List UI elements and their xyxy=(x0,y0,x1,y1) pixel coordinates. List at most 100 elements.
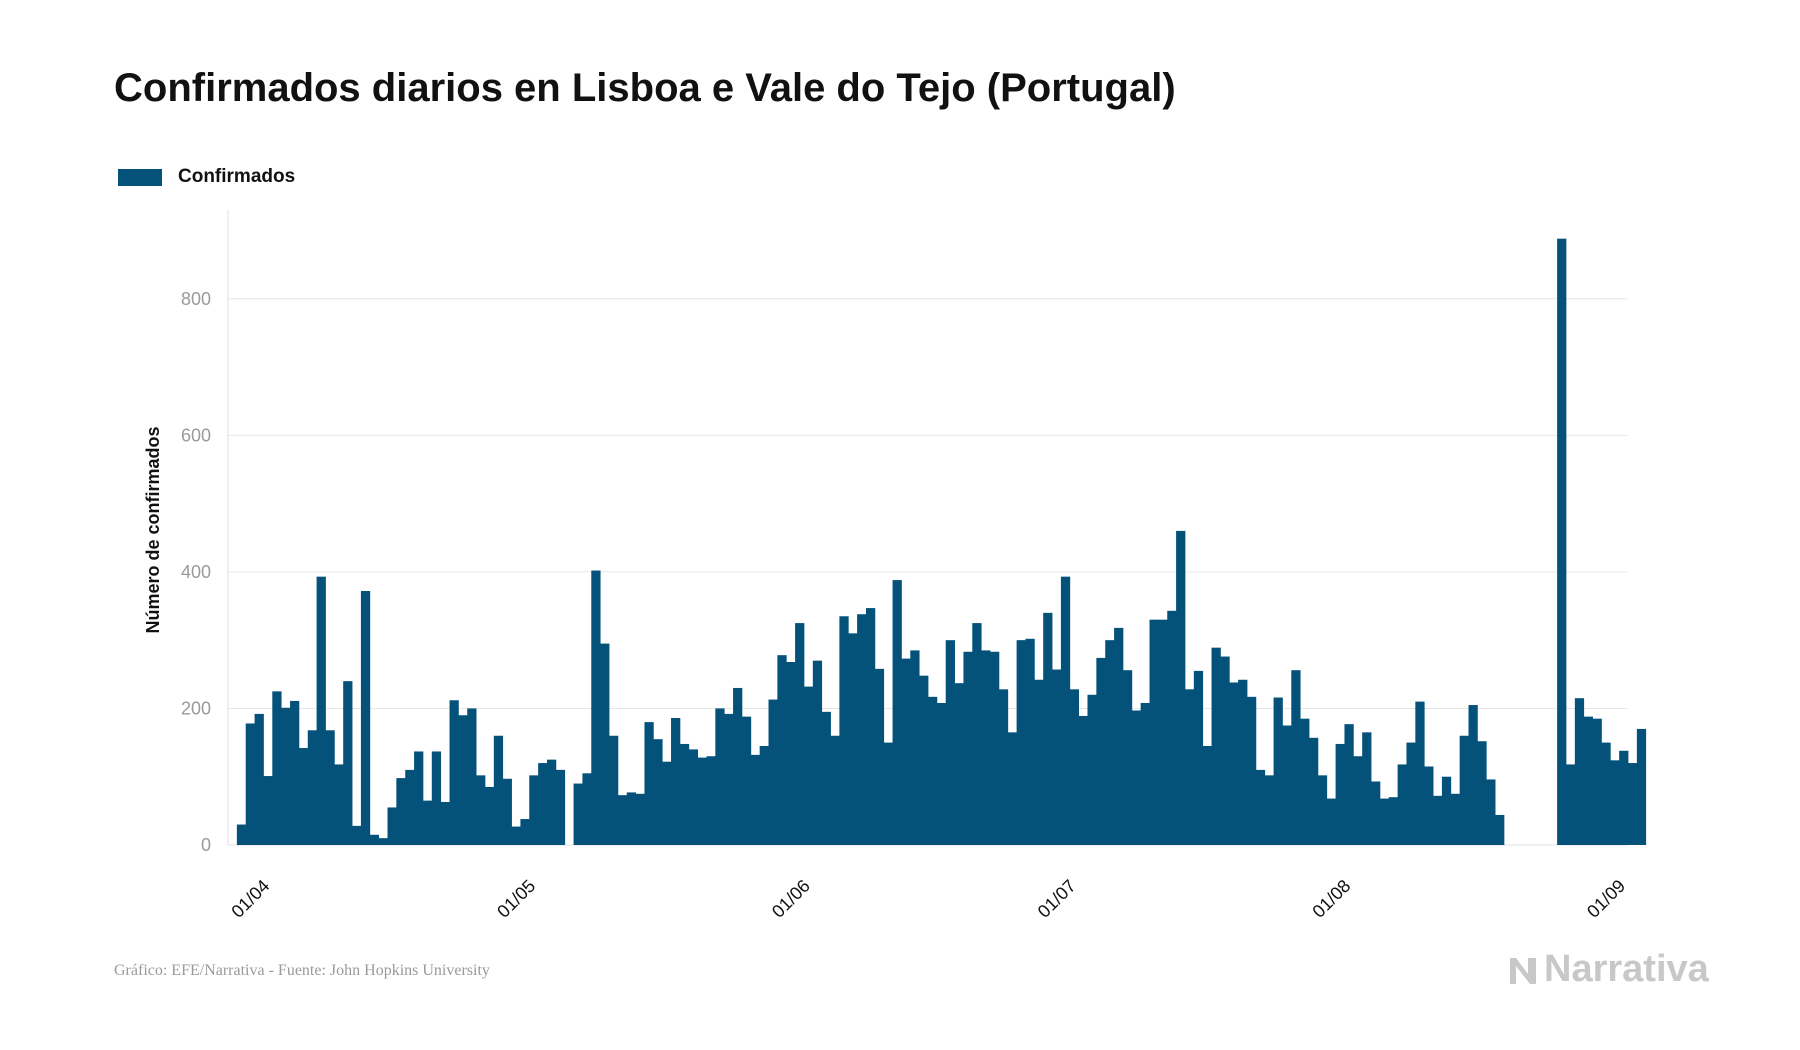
bar xyxy=(1335,743,1345,845)
bar xyxy=(706,756,716,845)
bar xyxy=(1105,640,1115,845)
bar xyxy=(679,743,690,845)
y-axis-title: Número de confirmados xyxy=(143,426,163,633)
bar xyxy=(343,681,353,845)
legend: Confirmados xyxy=(118,166,295,188)
bar xyxy=(405,769,415,845)
bar xyxy=(1495,814,1505,845)
bar xyxy=(360,591,371,845)
bar xyxy=(1149,619,1159,845)
bar xyxy=(573,783,583,845)
bar xyxy=(1043,612,1053,845)
bar xyxy=(1114,627,1124,845)
bar xyxy=(458,715,468,845)
bar xyxy=(546,759,557,845)
bar xyxy=(1397,764,1407,845)
y-axis: 0 200 400 600 800 xyxy=(181,289,211,855)
bar xyxy=(1007,732,1018,845)
brand-name: Narrativa xyxy=(1544,948,1709,990)
bar xyxy=(1264,775,1274,845)
bar xyxy=(1406,742,1416,845)
bar xyxy=(1628,763,1638,845)
bar xyxy=(830,735,840,845)
bar xyxy=(1255,769,1266,845)
bar xyxy=(857,614,867,845)
bar xyxy=(493,735,504,845)
bar xyxy=(1238,679,1248,845)
bar xyxy=(865,608,876,845)
bar xyxy=(910,650,920,845)
bar xyxy=(671,718,681,845)
bar xyxy=(1078,715,1088,845)
bar xyxy=(591,570,601,845)
bar xyxy=(254,713,264,845)
bar xyxy=(529,775,539,845)
bar xyxy=(954,683,964,845)
bar xyxy=(733,687,743,845)
y-tick-label: 400 xyxy=(181,562,211,582)
bar xyxy=(600,643,610,845)
bar xyxy=(1415,701,1425,845)
bar xyxy=(298,748,309,845)
bar xyxy=(378,838,388,845)
bar xyxy=(662,761,672,845)
bar xyxy=(848,633,858,845)
bar xyxy=(883,742,893,845)
bar xyxy=(272,691,282,845)
bar xyxy=(1450,793,1461,845)
bar xyxy=(1477,741,1487,845)
bar xyxy=(1291,670,1301,845)
bar xyxy=(1176,530,1186,845)
legend-swatch xyxy=(118,168,162,186)
bar xyxy=(1122,670,1133,845)
bar xyxy=(1300,718,1310,845)
bars-layer xyxy=(236,238,1647,845)
bar xyxy=(1193,670,1204,845)
bar xyxy=(1158,619,1168,845)
bar xyxy=(467,708,477,845)
bar xyxy=(768,699,778,845)
narrativa-logo: Narrativa xyxy=(1508,948,1709,991)
bar xyxy=(1246,696,1257,845)
bar xyxy=(1273,697,1283,845)
bar xyxy=(609,735,619,845)
bar xyxy=(1184,689,1195,845)
bar xyxy=(316,576,326,845)
bar xyxy=(1468,705,1478,845)
bar xyxy=(1016,640,1026,845)
x-tick-label: 01/07 xyxy=(1034,876,1080,922)
bar xyxy=(1317,775,1328,845)
bar xyxy=(1433,795,1443,845)
bar xyxy=(1388,797,1399,845)
bar xyxy=(936,702,947,845)
bar xyxy=(396,778,406,845)
chart-title: Confirmados diarios en Lisboa e Vale do … xyxy=(114,66,1176,110)
bar xyxy=(1309,737,1319,845)
legend-label-confirmados: Confirmados xyxy=(178,166,296,187)
bar xyxy=(1229,682,1239,845)
x-tick-label: 01/09 xyxy=(1583,876,1629,922)
bar xyxy=(635,793,645,845)
bar xyxy=(369,834,380,845)
bar xyxy=(1583,716,1593,845)
bar xyxy=(653,739,663,845)
bar xyxy=(821,711,831,845)
x-axis: 01/04 01/05 01/06 01/07 01/08 01/09 xyxy=(227,876,1629,922)
bar xyxy=(998,689,1009,845)
bar xyxy=(1353,756,1363,845)
bar xyxy=(1601,742,1611,845)
bar xyxy=(1060,576,1071,845)
bar xyxy=(236,824,247,845)
bar xyxy=(803,686,814,845)
bar xyxy=(1052,669,1062,845)
bar xyxy=(1069,689,1080,845)
bar xyxy=(990,651,1000,845)
bar xyxy=(1619,750,1629,845)
bar xyxy=(963,651,973,845)
bar xyxy=(777,655,787,845)
bar xyxy=(414,751,424,845)
bar xyxy=(281,707,291,845)
bar xyxy=(1636,728,1647,845)
bar xyxy=(972,623,982,845)
